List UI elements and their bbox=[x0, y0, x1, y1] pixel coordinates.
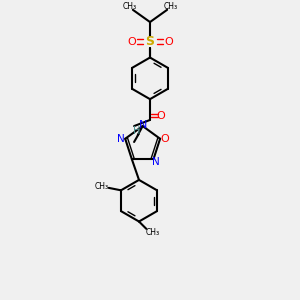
Text: CH₃: CH₃ bbox=[95, 182, 109, 191]
Text: H: H bbox=[133, 126, 140, 136]
Text: O: O bbox=[157, 111, 165, 121]
Text: CH₃: CH₃ bbox=[122, 2, 136, 11]
Text: CH₃: CH₃ bbox=[146, 228, 160, 237]
Text: S: S bbox=[146, 35, 154, 48]
Text: O: O bbox=[164, 37, 173, 46]
Text: N: N bbox=[139, 120, 148, 130]
Text: O: O bbox=[127, 37, 136, 46]
Text: CH₃: CH₃ bbox=[164, 2, 178, 11]
Text: N: N bbox=[117, 134, 125, 144]
Text: O: O bbox=[160, 134, 169, 144]
Text: N: N bbox=[152, 157, 160, 167]
